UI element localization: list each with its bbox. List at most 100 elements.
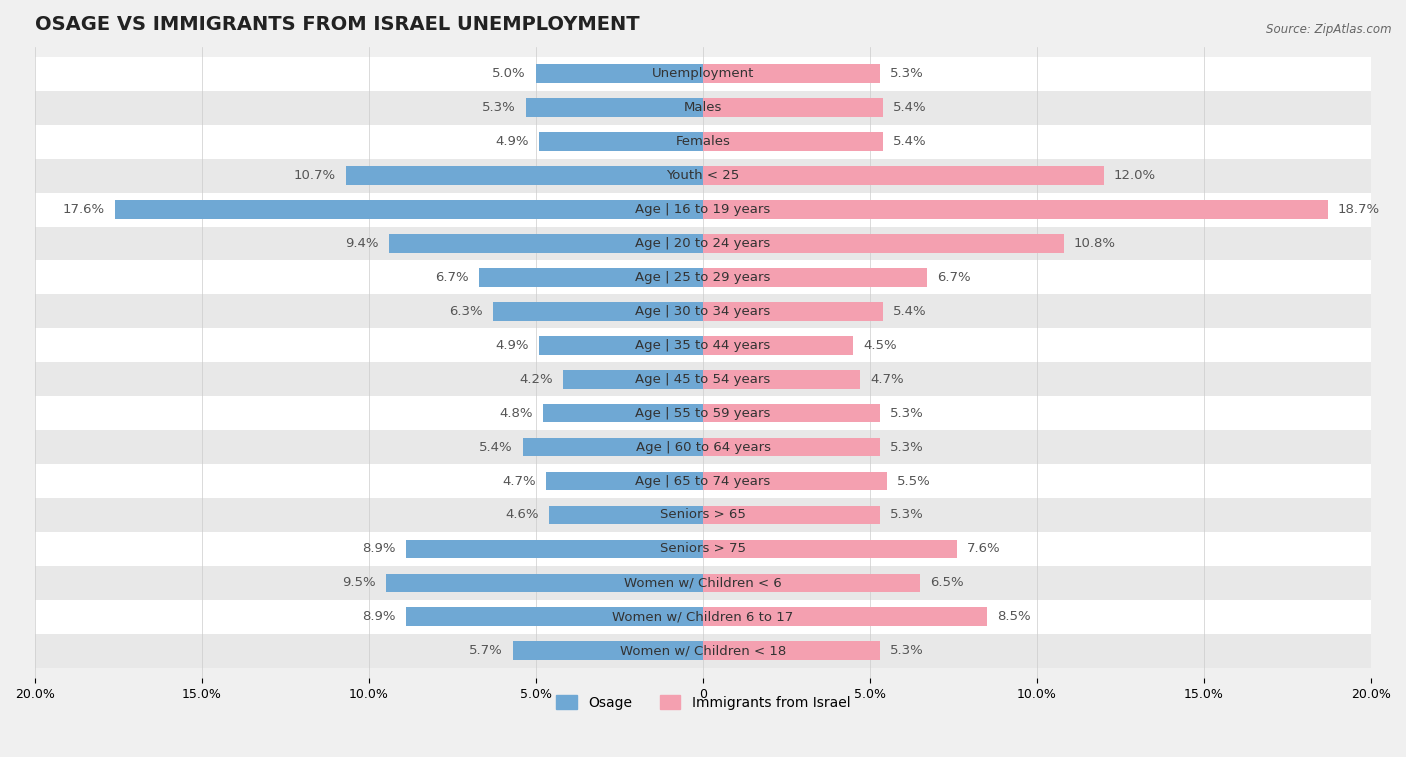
Bar [35, 396, 1371, 430]
Bar [703, 438, 880, 456]
Bar [562, 370, 703, 388]
Text: Age | 16 to 19 years: Age | 16 to 19 years [636, 203, 770, 216]
Text: Age | 45 to 54 years: Age | 45 to 54 years [636, 372, 770, 386]
Bar [703, 506, 880, 525]
Text: Youth < 25: Youth < 25 [666, 169, 740, 182]
Text: 6.7%: 6.7% [936, 271, 970, 284]
Text: 5.5%: 5.5% [897, 475, 931, 488]
Bar [703, 132, 883, 151]
Text: Age | 30 to 34 years: Age | 30 to 34 years [636, 305, 770, 318]
Bar [385, 574, 703, 592]
Bar [35, 600, 1371, 634]
Text: 17.6%: 17.6% [63, 203, 105, 216]
Bar [703, 574, 920, 592]
Bar [35, 57, 1371, 91]
Text: 4.9%: 4.9% [496, 136, 529, 148]
Text: Women w/ Children 6 to 17: Women w/ Children 6 to 17 [613, 610, 793, 623]
Bar [115, 200, 703, 219]
Text: Females: Females [675, 136, 731, 148]
Text: 5.7%: 5.7% [468, 644, 502, 657]
Text: 5.0%: 5.0% [492, 67, 526, 80]
Bar [406, 540, 703, 558]
Bar [35, 192, 1371, 226]
Bar [35, 363, 1371, 396]
Text: 8.5%: 8.5% [997, 610, 1031, 623]
Bar [35, 498, 1371, 532]
Bar [703, 268, 927, 287]
Text: Women w/ Children < 18: Women w/ Children < 18 [620, 644, 786, 657]
Bar [35, 294, 1371, 329]
Bar [35, 125, 1371, 159]
Text: 8.9%: 8.9% [363, 610, 395, 623]
Bar [703, 200, 1327, 219]
Text: 6.5%: 6.5% [931, 576, 963, 590]
Bar [543, 403, 703, 422]
Bar [35, 532, 1371, 566]
Text: 5.4%: 5.4% [479, 441, 513, 453]
Text: 6.7%: 6.7% [436, 271, 470, 284]
Text: Age | 20 to 24 years: Age | 20 to 24 years [636, 237, 770, 250]
Text: 9.5%: 9.5% [342, 576, 375, 590]
Text: 18.7%: 18.7% [1337, 203, 1379, 216]
Bar [703, 98, 883, 117]
Text: 5.3%: 5.3% [890, 509, 924, 522]
Text: 12.0%: 12.0% [1114, 169, 1156, 182]
Bar [523, 438, 703, 456]
Bar [550, 506, 703, 525]
Text: Age | 25 to 29 years: Age | 25 to 29 years [636, 271, 770, 284]
Text: 4.5%: 4.5% [863, 339, 897, 352]
Text: OSAGE VS IMMIGRANTS FROM ISRAEL UNEMPLOYMENT: OSAGE VS IMMIGRANTS FROM ISRAEL UNEMPLOY… [35, 15, 640, 34]
Bar [389, 234, 703, 253]
Text: Age | 60 to 64 years: Age | 60 to 64 years [636, 441, 770, 453]
Bar [35, 566, 1371, 600]
Text: Unemployment: Unemployment [652, 67, 754, 80]
Text: 6.3%: 6.3% [449, 305, 482, 318]
Bar [35, 91, 1371, 125]
Bar [703, 234, 1064, 253]
Text: Males: Males [683, 101, 723, 114]
Text: 10.8%: 10.8% [1074, 237, 1116, 250]
Text: 4.8%: 4.8% [499, 407, 533, 419]
Text: 4.7%: 4.7% [870, 372, 904, 386]
Text: 5.4%: 5.4% [893, 305, 927, 318]
Text: 5.3%: 5.3% [890, 407, 924, 419]
Bar [492, 302, 703, 321]
Legend: Osage, Immigrants from Israel: Osage, Immigrants from Israel [550, 689, 856, 715]
Text: Source: ZipAtlas.com: Source: ZipAtlas.com [1267, 23, 1392, 36]
Text: 10.7%: 10.7% [294, 169, 336, 182]
Text: 4.6%: 4.6% [506, 509, 540, 522]
Bar [703, 64, 880, 83]
Bar [703, 336, 853, 354]
Text: 4.2%: 4.2% [519, 372, 553, 386]
Text: Age | 65 to 74 years: Age | 65 to 74 years [636, 475, 770, 488]
Text: 4.7%: 4.7% [502, 475, 536, 488]
Bar [703, 607, 987, 626]
Bar [540, 336, 703, 354]
Text: Age | 55 to 59 years: Age | 55 to 59 years [636, 407, 770, 419]
Bar [35, 430, 1371, 464]
Bar [479, 268, 703, 287]
Bar [703, 472, 887, 491]
Text: 5.3%: 5.3% [890, 441, 924, 453]
Bar [536, 64, 703, 83]
Text: 5.3%: 5.3% [890, 644, 924, 657]
Bar [35, 464, 1371, 498]
Text: Seniors > 65: Seniors > 65 [659, 509, 747, 522]
Bar [513, 641, 703, 660]
Text: 7.6%: 7.6% [967, 543, 1001, 556]
Bar [35, 159, 1371, 192]
Bar [35, 260, 1371, 294]
Bar [526, 98, 703, 117]
Text: 4.9%: 4.9% [496, 339, 529, 352]
Bar [35, 226, 1371, 260]
Bar [703, 302, 883, 321]
Text: 8.9%: 8.9% [363, 543, 395, 556]
Bar [703, 370, 860, 388]
Bar [703, 167, 1104, 185]
Text: 5.3%: 5.3% [482, 101, 516, 114]
Text: Seniors > 75: Seniors > 75 [659, 543, 747, 556]
Text: Women w/ Children < 6: Women w/ Children < 6 [624, 576, 782, 590]
Bar [546, 472, 703, 491]
Bar [35, 634, 1371, 668]
Text: 5.3%: 5.3% [890, 67, 924, 80]
